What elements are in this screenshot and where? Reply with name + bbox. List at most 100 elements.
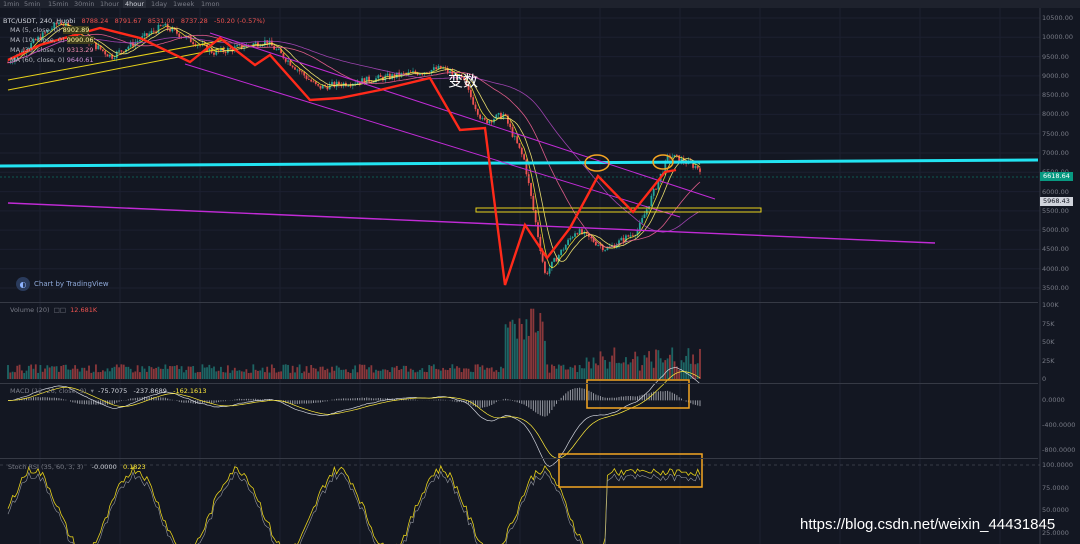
candle-body bbox=[601, 245, 604, 251]
timeframe-5min[interactable]: 5min bbox=[24, 0, 41, 8]
ma5-label: MA (5, close, 0) bbox=[10, 26, 61, 34]
volume-axis-label: 25K bbox=[1042, 356, 1055, 365]
volume-bar bbox=[685, 355, 688, 379]
candle-body bbox=[581, 229, 583, 234]
candle-body bbox=[650, 195, 653, 207]
candle-body bbox=[398, 72, 401, 77]
volume-bar bbox=[148, 366, 151, 379]
volume-bar bbox=[294, 372, 296, 379]
resistance-line bbox=[0, 158, 1039, 168]
indicator-lines bbox=[0, 367, 1040, 544]
timeframe-1week[interactable]: 1week bbox=[173, 0, 195, 8]
volume-bar bbox=[51, 366, 53, 379]
volume-bar bbox=[613, 347, 616, 379]
timeframe-1hour[interactable]: 1hour bbox=[100, 0, 120, 8]
candle-body bbox=[166, 23, 169, 29]
volume-bar bbox=[303, 371, 306, 379]
volume-bar bbox=[85, 370, 88, 379]
volume-bar bbox=[581, 368, 583, 379]
volume-bar bbox=[442, 367, 445, 379]
volume-bar bbox=[106, 368, 109, 379]
volume-bar bbox=[282, 364, 285, 379]
tradingview-logo-icon: ◐ bbox=[16, 277, 30, 291]
volume-bar bbox=[301, 373, 303, 379]
price-axis-label: 10000.00 bbox=[1042, 33, 1074, 42]
candle-body bbox=[696, 166, 699, 169]
candle-body bbox=[333, 82, 336, 87]
volume-bar bbox=[231, 370, 234, 379]
candle-body bbox=[298, 69, 301, 72]
channel-upper-line bbox=[209, 32, 716, 200]
timeframe-4hour[interactable]: 4hour bbox=[123, 0, 147, 8]
pane-separator[interactable] bbox=[0, 458, 1038, 459]
candle-body bbox=[631, 235, 634, 237]
volume-bar bbox=[574, 365, 576, 379]
candle-body bbox=[564, 244, 567, 250]
volume-bar bbox=[331, 366, 333, 379]
volume-bar bbox=[590, 368, 593, 379]
candle-body bbox=[356, 82, 359, 84]
candle-body bbox=[435, 67, 438, 70]
volume-bar bbox=[472, 372, 475, 379]
volume-bar bbox=[553, 366, 556, 379]
candle-body bbox=[111, 54, 114, 59]
candle-body bbox=[139, 40, 141, 42]
stoch-legend[interactable]: Stoch RSI (35, 60, 3, 3) -0.0000 0.1823 bbox=[8, 463, 146, 471]
volume-bar bbox=[275, 372, 278, 379]
tradingview-badge[interactable]: ◐ Chart by TradingView bbox=[16, 277, 109, 291]
symbol-label[interactable]: BTC/USDT, 240, Huobi bbox=[3, 17, 76, 25]
volume-bar bbox=[518, 318, 521, 379]
volume-bar bbox=[95, 364, 97, 379]
timeframe-15min[interactable]: 15min bbox=[48, 0, 69, 8]
volume-bar bbox=[178, 369, 181, 379]
ma10-legend[interactable]: MA (10, close, 0) 9090.06 bbox=[8, 36, 96, 44]
timeframe-30min[interactable]: 30min bbox=[74, 0, 95, 8]
pane-separator[interactable] bbox=[0, 302, 1038, 303]
ma5-legend[interactable]: MA (5, close, 0) 8902.89 bbox=[8, 26, 91, 34]
candle-body bbox=[437, 65, 440, 70]
candle-body bbox=[476, 109, 479, 115]
volume-bar bbox=[611, 355, 613, 379]
volume-bar bbox=[585, 357, 588, 379]
timeframe-1mon[interactable]: 1mon bbox=[201, 0, 220, 8]
volume-bar bbox=[618, 362, 620, 379]
candle-body bbox=[479, 114, 482, 119]
candles bbox=[7, 19, 701, 277]
candle-body bbox=[294, 67, 296, 70]
candle-body bbox=[421, 73, 424, 75]
volume-bar bbox=[659, 358, 662, 379]
volume-legend[interactable]: Volume (20) □□ 12.681K bbox=[10, 306, 98, 314]
volume-bar bbox=[449, 368, 451, 379]
candle-body bbox=[372, 81, 375, 83]
yellow-channel-line bbox=[7, 39, 226, 81]
volume-bar bbox=[439, 370, 442, 379]
volume-bar bbox=[497, 371, 500, 379]
volume-bar bbox=[488, 368, 491, 379]
ma60-legend[interactable]: MA (60, close, 0) 9640.61 bbox=[8, 56, 96, 64]
candle-body bbox=[314, 81, 317, 85]
volume-bar bbox=[382, 369, 384, 379]
pane-separator[interactable] bbox=[0, 383, 1038, 384]
volume-bar bbox=[243, 371, 245, 379]
volume-bar bbox=[9, 372, 12, 379]
volume-bar bbox=[208, 364, 211, 379]
timeframe-1min[interactable]: 1min bbox=[3, 0, 20, 8]
volume-bar bbox=[69, 369, 72, 379]
volume-bar bbox=[662, 362, 664, 379]
macd-legend[interactable]: MACD (12, 26, close, 9) ▾ -75.7075 -237.… bbox=[10, 387, 207, 395]
candle-body bbox=[34, 39, 37, 41]
volume-bar bbox=[560, 365, 563, 379]
volume-bar bbox=[544, 340, 546, 379]
ma30-legend[interactable]: MA (30, close, 0) 9313.29 bbox=[8, 46, 96, 54]
candle-body bbox=[463, 77, 465, 80]
volume-bar bbox=[71, 368, 74, 379]
volume-bar bbox=[664, 360, 667, 379]
timeframe-1day[interactable]: 1day bbox=[151, 0, 168, 8]
volume-bar bbox=[426, 372, 428, 379]
volume-bar bbox=[171, 366, 174, 379]
level-price-tag: 5968.43 bbox=[1040, 197, 1073, 206]
candle-body bbox=[127, 46, 130, 50]
candle-body bbox=[224, 51, 227, 53]
volume-bar bbox=[645, 357, 648, 379]
